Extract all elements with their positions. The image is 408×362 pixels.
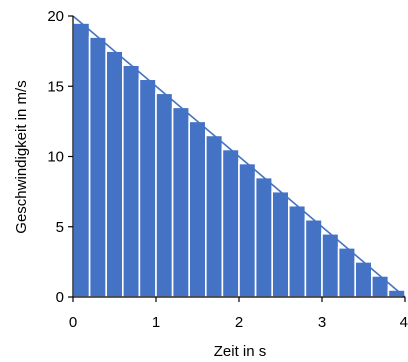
axes-group bbox=[68, 15, 406, 302]
y-tick-label-1: 5 bbox=[56, 219, 64, 236]
x-tick-label-2: 2 bbox=[235, 314, 243, 331]
y-tick-label-3: 15 bbox=[47, 78, 64, 95]
y-axis-title: Geschwindigkeit in m/s bbox=[13, 80, 30, 233]
bar-9 bbox=[221, 148, 240, 298]
bar-19 bbox=[387, 289, 406, 298]
bar-5 bbox=[155, 92, 174, 298]
bar-12 bbox=[271, 190, 290, 298]
x-tick-label-3: 3 bbox=[318, 314, 326, 331]
bar-6 bbox=[171, 106, 191, 298]
bar-8 bbox=[205, 134, 224, 298]
lines-group bbox=[72, 15, 406, 298]
bar-13 bbox=[287, 204, 307, 298]
bar-1 bbox=[88, 36, 107, 298]
bars-group bbox=[72, 22, 406, 298]
bar-2 bbox=[105, 50, 124, 298]
y-tick-label-4: 20 bbox=[47, 8, 64, 25]
tick-labels-group: 0 1 2 3 4 0 5 10 15 20 bbox=[47, 8, 408, 331]
y-tick-label-0: 0 bbox=[56, 289, 64, 306]
x-tick-label-0: 0 bbox=[69, 314, 77, 331]
x-tick-label-1: 1 bbox=[152, 314, 160, 331]
bar-4 bbox=[138, 78, 157, 298]
y-tick-label-2: 10 bbox=[47, 149, 64, 166]
bar-16 bbox=[337, 247, 357, 298]
bar-7 bbox=[188, 120, 207, 298]
series-line-1 bbox=[72, 15, 406, 298]
bar-15 bbox=[321, 232, 340, 298]
bar-10 bbox=[238, 162, 257, 298]
bar-18 bbox=[370, 275, 390, 298]
x-tick-label-4: 4 bbox=[400, 314, 408, 331]
bar-3 bbox=[122, 64, 141, 298]
bar-11 bbox=[254, 176, 274, 298]
bar-0 bbox=[72, 22, 91, 298]
x-axis-title: Zeit in s bbox=[214, 343, 267, 357]
bar-14 bbox=[304, 218, 323, 298]
